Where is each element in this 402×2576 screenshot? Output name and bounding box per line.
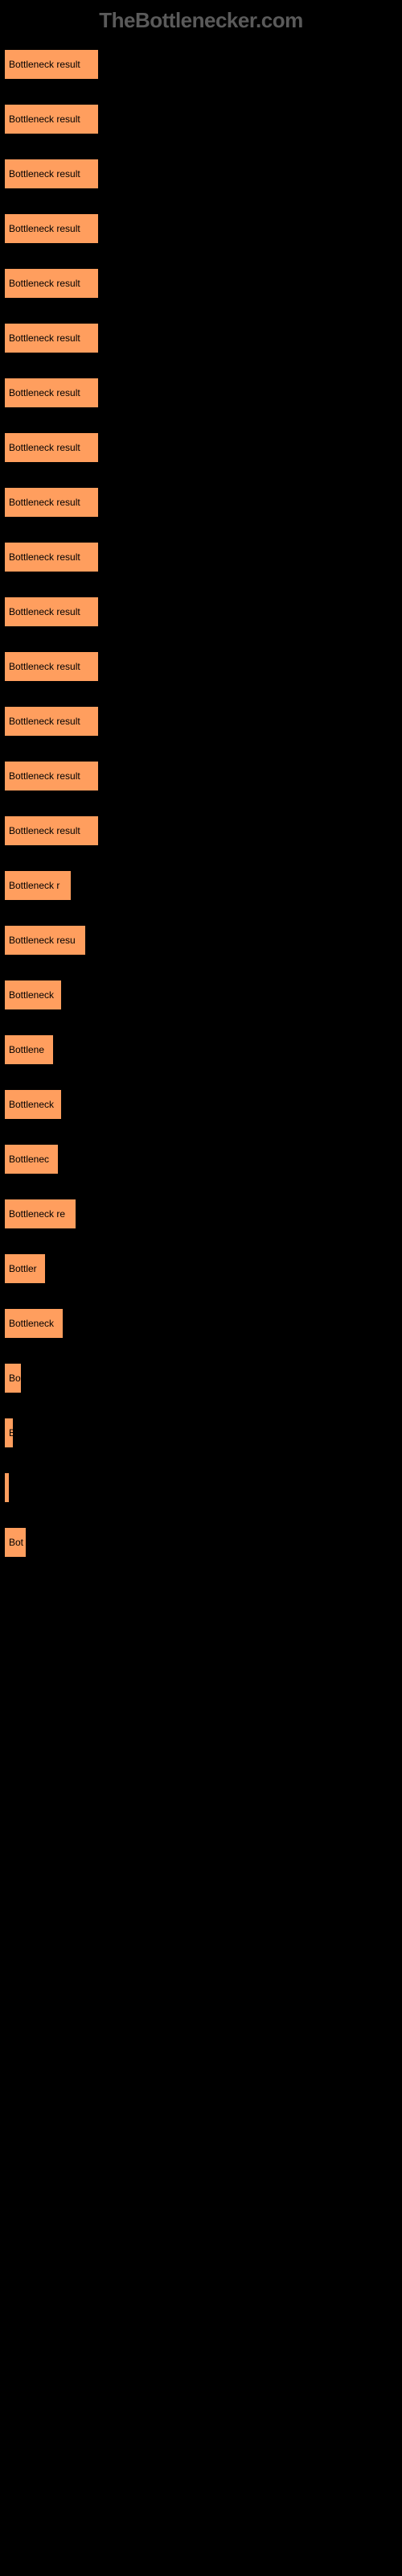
- site-logo: TheBottlenecker.com: [0, 8, 402, 33]
- bar-label: Bottleneck result: [9, 168, 80, 180]
- bar-label: Bottleneck result: [9, 606, 80, 617]
- bar-label: Bottleneck resu: [9, 935, 76, 946]
- chart-bar: Bottleneck result: [4, 104, 99, 134]
- bar-row: Bottleneck re: [4, 1199, 402, 1229]
- bar-row: Bottleneck result: [4, 542, 402, 572]
- chart-bar: Bottler: [4, 1253, 46, 1284]
- chart-bar: Bottleneck re: [4, 1199, 76, 1229]
- bar-row: Bottleneck result: [4, 487, 402, 518]
- chart-bar: Bottleneck result: [4, 706, 99, 737]
- bar-label: Bot: [9, 1537, 23, 1548]
- bar-label: Bottleneck: [9, 989, 54, 1001]
- bar-label: Bottleneck result: [9, 223, 80, 234]
- chart-bar: Bottleneck result: [4, 651, 99, 682]
- chart-bar: Bottleneck result: [4, 378, 99, 408]
- bar-label: Bottleneck result: [9, 770, 80, 782]
- bar-row: Bottleneck result: [4, 268, 402, 299]
- chart-bar: Bottlene: [4, 1034, 54, 1065]
- chart-bar: Bottleneck result: [4, 49, 99, 80]
- bar-row: Bottleneck: [4, 980, 402, 1010]
- bar-row: B: [4, 1418, 402, 1448]
- chart-bar: Bottleneck: [4, 1089, 62, 1120]
- bar-row: Bo: [4, 1363, 402, 1393]
- chart-bar: Bottleneck result: [4, 542, 99, 572]
- bar-row: Bottleneck result: [4, 651, 402, 682]
- chart-bar: Bottleneck result: [4, 323, 99, 353]
- bar-label: Bottleneck result: [9, 497, 80, 508]
- bar-label: Bottleneck result: [9, 114, 80, 125]
- chart-bar: Bottleneck result: [4, 213, 99, 244]
- bar-row: Bottleneck result: [4, 815, 402, 846]
- chart-bar: Bottleneck: [4, 980, 62, 1010]
- chart-bar: B: [4, 1418, 14, 1448]
- chart-bar: Bo: [4, 1363, 22, 1393]
- bar-row: Bottleneck result: [4, 104, 402, 134]
- bar-row: Bottlene: [4, 1034, 402, 1065]
- chart-bar: Bottleneck result: [4, 159, 99, 189]
- bar-label: Bottleneck result: [9, 59, 80, 70]
- chart-bar: Bottleneck r: [4, 870, 72, 901]
- bar-label: Bottleneck: [9, 1099, 54, 1110]
- bar-label: B: [9, 1427, 14, 1439]
- bar-row: Bottler: [4, 1253, 402, 1284]
- bar-label: Bottleneck result: [9, 332, 80, 344]
- bar-row: Bottleneck: [4, 1089, 402, 1120]
- chart-bar: Bottleneck result: [4, 597, 99, 627]
- chart-bar: [4, 1472, 10, 1503]
- chart-bar: Bottleneck result: [4, 487, 99, 518]
- bar-row: Bottleneck result: [4, 432, 402, 463]
- chart-bar: Bot: [4, 1527, 27, 1558]
- bar-label: Bottlene: [9, 1044, 44, 1055]
- bar-label: Bo: [9, 1373, 21, 1384]
- bar-row: Bottleneck r: [4, 870, 402, 901]
- bar-row: Bottleneck result: [4, 323, 402, 353]
- bar-label: Bottleneck re: [9, 1208, 65, 1220]
- chart-bar: Bottleneck result: [4, 432, 99, 463]
- bar-label: Bottleneck: [9, 1318, 54, 1329]
- bar-label: Bottleneck result: [9, 387, 80, 398]
- bar-row: Bottleneck result: [4, 706, 402, 737]
- bar-label: Bottleneck result: [9, 716, 80, 727]
- chart-bar: Bottleneck: [4, 1308, 64, 1339]
- bar-row: Bottleneck result: [4, 213, 402, 244]
- bar-label: Bottler: [9, 1263, 37, 1274]
- bar-label: Bottlenec: [9, 1154, 49, 1165]
- bar-row: Bot: [4, 1527, 402, 1558]
- bar-row: Bottlenec: [4, 1144, 402, 1174]
- bar-row: Bottleneck result: [4, 159, 402, 189]
- bar-row: Bottleneck result: [4, 378, 402, 408]
- chart-bar: Bottlenec: [4, 1144, 59, 1174]
- bar-row: Bottleneck: [4, 1308, 402, 1339]
- bar-label: Bottleneck r: [9, 880, 59, 891]
- chart-bar: Bottleneck result: [4, 268, 99, 299]
- bar-label: Bottleneck result: [9, 551, 80, 563]
- bar-row: Bottleneck result: [4, 49, 402, 80]
- chart-bar: Bottleneck result: [4, 761, 99, 791]
- bar-label: Bottleneck result: [9, 278, 80, 289]
- bar-label: Bottleneck result: [9, 825, 80, 836]
- bar-row: Bottleneck result: [4, 597, 402, 627]
- chart-bar: Bottleneck resu: [4, 925, 86, 956]
- bar-row: [4, 1472, 402, 1503]
- bar-row: Bottleneck result: [4, 761, 402, 791]
- bar-row: Bottleneck resu: [4, 925, 402, 956]
- bar-chart: Bottleneck result Bottleneck result Bottle…: [0, 49, 402, 1558]
- bar-label: Bottleneck result: [9, 442, 80, 453]
- chart-bar: Bottleneck result: [4, 815, 99, 846]
- bar-label: Bottleneck result: [9, 661, 80, 672]
